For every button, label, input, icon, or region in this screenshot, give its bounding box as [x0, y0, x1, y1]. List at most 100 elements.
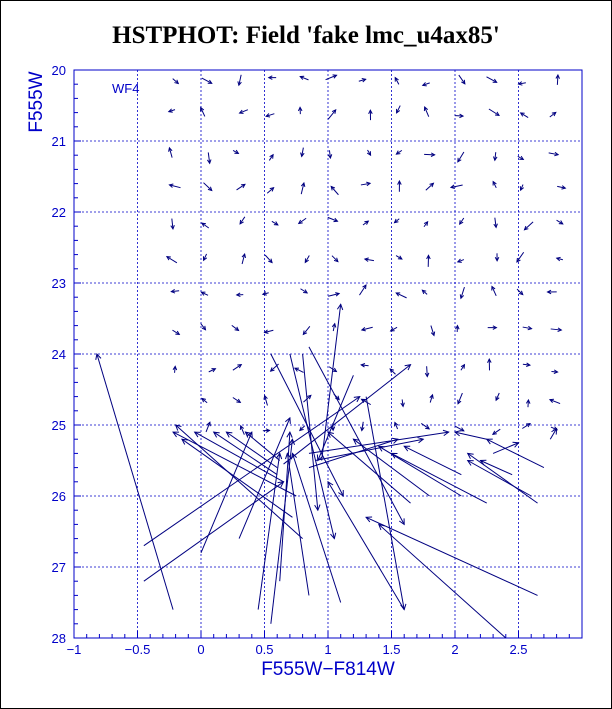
short-arrow: [261, 291, 269, 296]
long-arrow: [365, 396, 407, 611]
short-arrow: [241, 252, 247, 265]
short-arrow: [205, 421, 211, 433]
short-arrow: [525, 398, 531, 408]
short-arrow: [492, 180, 497, 189]
y-tick-label: 23: [52, 276, 66, 291]
short-arrow: [548, 398, 561, 405]
y-axis-label: F555W: [26, 71, 47, 132]
short-arrow: [400, 399, 405, 408]
short-arrow: [494, 253, 500, 262]
short-arrow: [516, 251, 525, 263]
long-arrows-group: [95, 303, 558, 639]
short-arrow: [237, 74, 242, 87]
long-arrow: [193, 431, 284, 483]
short-arrow: [327, 216, 339, 223]
short-arrow: [517, 155, 525, 161]
short-arrow: [360, 363, 369, 368]
long-arrow: [257, 452, 283, 610]
long-arrow: [95, 352, 174, 610]
short-arrow: [455, 324, 460, 333]
y-tick-label: 27: [52, 560, 66, 575]
long-arrow: [308, 429, 450, 454]
long-arrow: [238, 416, 291, 539]
short-arrow: [495, 392, 500, 402]
short-arrow: [201, 222, 210, 229]
long-arrow: [466, 459, 532, 497]
short-arrow: [231, 324, 240, 332]
x-axis-label: F555W−F814W: [261, 659, 395, 680]
short-arrow: [551, 369, 559, 374]
long-arrow: [327, 480, 405, 610]
short-arrow: [549, 111, 557, 118]
short-arrow: [557, 185, 567, 190]
short-arrow: [269, 363, 279, 372]
short-arrow: [170, 218, 175, 231]
long-arrow: [143, 395, 361, 547]
y-tick-label: 20: [52, 63, 66, 78]
short-arrow: [363, 257, 375, 262]
short-arrow: [423, 106, 430, 117]
short-arrow: [331, 255, 339, 263]
short-arrow: [328, 292, 341, 297]
long-arrow: [321, 303, 344, 461]
short-arrow: [487, 358, 492, 371]
short-arrow: [366, 149, 372, 157]
short-arrow: [550, 327, 563, 332]
chart-title: HSTPHOT: Field 'fake lmc_u4ax85': [112, 22, 500, 49]
short-arrow: [429, 393, 434, 403]
short-arrow: [555, 73, 560, 85]
short-arrow: [491, 285, 497, 296]
long-arrow: [479, 459, 513, 476]
short-arrow: [458, 74, 466, 85]
long-arrow: [315, 437, 425, 461]
short-arrow: [264, 254, 273, 264]
short-arrow: [421, 82, 430, 87]
short-arrow: [200, 291, 209, 296]
short-arrow: [297, 106, 303, 115]
short-arrow: [207, 152, 212, 165]
short-arrow: [236, 183, 246, 191]
short-arrow: [165, 256, 178, 264]
short-arrow: [556, 219, 564, 225]
short-arrow: [201, 397, 208, 404]
short-arrow: [263, 394, 268, 406]
short-arrow: [360, 326, 373, 332]
long-arrow: [270, 438, 295, 624]
short-arrow: [546, 289, 557, 295]
short-arrow: [393, 218, 400, 224]
short-arrow: [201, 77, 213, 84]
short-arrow: [266, 186, 275, 194]
long-arrow: [270, 353, 344, 497]
long-arrow: [308, 346, 405, 526]
short-arrow: [517, 81, 526, 86]
short-arrow: [548, 151, 560, 157]
long-arrow: [352, 438, 430, 497]
short-arrow: [522, 362, 532, 367]
short-arrow: [421, 423, 431, 430]
short-arrow: [519, 184, 524, 192]
long-arrow: [466, 452, 538, 504]
short-arrow: [360, 421, 365, 432]
long-arrow: [291, 452, 342, 603]
short-arrow: [299, 425, 306, 432]
long-arrow: [453, 430, 487, 440]
long-arrow: [225, 431, 278, 469]
short-arrow: [395, 255, 403, 260]
short-arrow: [302, 325, 311, 336]
long-arrow: [377, 523, 507, 639]
short-arrow: [456, 258, 465, 263]
x-tick-label: 2.5: [509, 642, 527, 657]
short-arrow: [424, 152, 436, 157]
short-arrow: [203, 182, 213, 192]
long-arrow: [390, 452, 487, 504]
short-arrow: [368, 109, 373, 121]
short-arrow: [360, 181, 372, 187]
long-arrow: [174, 424, 303, 539]
short-arrow: [397, 179, 402, 192]
short-arrow: [430, 325, 436, 337]
x-tick-label: 0: [197, 642, 204, 657]
long-arrow: [212, 431, 278, 476]
short-arrow: [293, 367, 304, 373]
short-arrow: [395, 149, 403, 155]
long-arrow: [492, 441, 520, 454]
